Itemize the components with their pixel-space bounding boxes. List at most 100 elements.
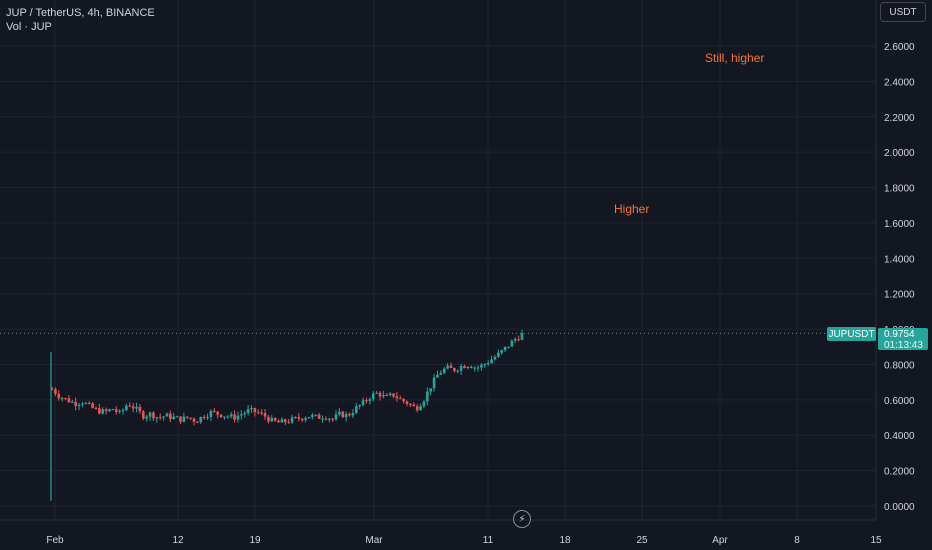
candle-body xyxy=(158,417,162,419)
candle-body xyxy=(297,417,301,419)
candle-body xyxy=(520,333,524,340)
candle-body xyxy=(67,398,71,403)
candle-body xyxy=(327,418,331,420)
candle-body xyxy=(375,392,378,394)
y-axis: 0.00000.20000.40000.60000.80001.00001.20… xyxy=(884,42,915,513)
candle-body xyxy=(148,412,152,417)
candle-body xyxy=(307,416,311,419)
currency-button[interactable]: USDT xyxy=(880,2,926,22)
annotation-still-higher: Still, higher xyxy=(705,51,765,65)
candle-body xyxy=(192,418,196,422)
x-tick-label: 8 xyxy=(794,535,800,546)
candle-body xyxy=(348,414,351,416)
x-tick-label: Feb xyxy=(46,535,64,546)
candle-body xyxy=(189,417,192,419)
candle-body xyxy=(290,417,294,423)
candle-body xyxy=(57,393,61,399)
candle-body xyxy=(179,416,182,422)
candle-body xyxy=(114,409,118,412)
y-tick-label: 2.6000 xyxy=(884,42,915,53)
candle-body xyxy=(483,364,487,366)
candle-body xyxy=(378,392,382,397)
candle-body xyxy=(412,404,416,407)
x-axis: Feb 12 19 Mar 11 18 25 Apr 8 15 xyxy=(46,535,882,546)
candle-body xyxy=(432,377,436,389)
chart-grid xyxy=(0,0,877,521)
candle-body xyxy=(426,391,429,402)
candle-body xyxy=(236,415,240,420)
candle-body xyxy=(422,401,426,407)
candle-body xyxy=(202,416,206,418)
y-tick-label: 0.6000 xyxy=(884,396,915,407)
candle-body xyxy=(162,416,165,418)
candle-body xyxy=(70,401,74,403)
x-tick-label: 18 xyxy=(559,535,571,546)
candle-body xyxy=(513,339,517,341)
candle-body xyxy=(169,413,172,419)
candle-body xyxy=(358,405,361,407)
candle-body xyxy=(145,416,148,419)
candle-body xyxy=(510,340,514,347)
candle-body xyxy=(490,359,493,364)
candle-body xyxy=(338,411,341,415)
y-tick-label: 2.4000 xyxy=(884,77,915,88)
candle-body xyxy=(507,346,510,348)
candle-body xyxy=(50,389,54,391)
candle-body xyxy=(497,352,500,357)
candle-body xyxy=(98,408,101,414)
y-tick-label: 0.8000 xyxy=(884,360,915,371)
candle-body xyxy=(273,418,277,421)
candle-body xyxy=(229,414,233,417)
candle-body xyxy=(213,410,216,412)
candle-body xyxy=(324,418,328,420)
candle-body xyxy=(284,419,287,423)
candle-body xyxy=(469,366,473,368)
candle-body xyxy=(256,412,260,414)
candle-body xyxy=(223,416,226,418)
candle-body xyxy=(175,416,179,418)
candle-body xyxy=(108,409,111,412)
candle-body xyxy=(361,400,365,406)
x-tick-label: Mar xyxy=(365,535,383,546)
candle-body xyxy=(280,419,284,423)
candle-body xyxy=(128,405,132,407)
candle-body xyxy=(456,370,460,372)
candle-body xyxy=(371,393,375,400)
candle-body xyxy=(365,400,368,402)
candle-body xyxy=(304,418,307,421)
price-tag-value: 0.9754 xyxy=(884,329,915,340)
candle-body xyxy=(165,413,169,417)
candle-body xyxy=(155,417,159,419)
candle-body xyxy=(263,412,267,417)
candle-body xyxy=(334,414,338,420)
y-tick-label: 1.8000 xyxy=(884,184,915,195)
y-tick-label: 1.4000 xyxy=(884,254,915,265)
candle-body xyxy=(459,366,463,371)
candle-body xyxy=(398,398,402,400)
candle-body xyxy=(446,365,449,369)
candle-body xyxy=(500,350,504,353)
candles xyxy=(50,329,524,501)
candle-body xyxy=(388,393,392,396)
candle-body xyxy=(415,406,419,411)
candle-body xyxy=(250,407,253,410)
candle-body xyxy=(476,367,480,369)
x-tick-label: 12 xyxy=(172,535,184,546)
candle-body xyxy=(442,368,446,373)
candle-body xyxy=(321,418,324,420)
candle-body xyxy=(118,410,121,412)
x-tick-label: Apr xyxy=(712,535,728,546)
candle-body xyxy=(141,411,145,419)
candle-body xyxy=(206,416,209,418)
candle-body xyxy=(54,389,57,394)
lightning-icon[interactable]: ⚡ xyxy=(513,510,531,528)
candle-body xyxy=(104,409,108,412)
candle-body xyxy=(436,374,439,378)
price-tag xyxy=(878,328,928,350)
volume-label: Vol · JUP xyxy=(6,21,52,33)
candle-body xyxy=(449,365,453,368)
candle-body xyxy=(395,396,399,399)
candle-body xyxy=(196,421,199,423)
candle-body xyxy=(226,416,230,418)
